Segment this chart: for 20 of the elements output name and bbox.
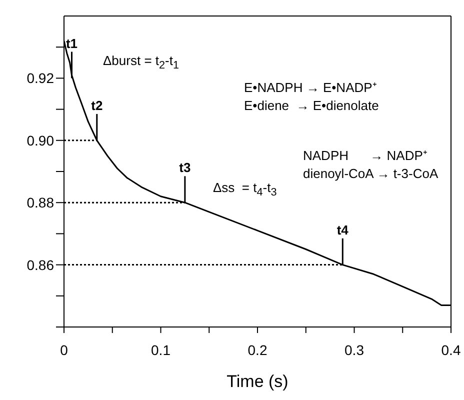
x-axis-title: Time (s)	[226, 372, 288, 391]
x-tick-label: 0.2	[248, 342, 268, 358]
annotation: NADPH → NADP⁺	[303, 147, 427, 164]
annotation: t3	[179, 160, 191, 176]
annotation: t2	[91, 98, 103, 113]
y-tick-label: 0.86	[26, 256, 54, 273]
annotation: Δss = t$_{4}$-t$_{3}$	[213, 180, 277, 199]
y-tick-label: 0.90	[26, 132, 54, 148]
y-tick-label: 0.88	[26, 194, 54, 211]
x-tick-label: 0.1	[151, 342, 171, 358]
x-tick-label: 0.3	[344, 342, 364, 358]
annotation: t4	[336, 222, 350, 238]
annotation: t1	[66, 36, 78, 51]
y-tick-label: 0.92	[26, 70, 54, 86]
x-tick-label: 0	[60, 342, 68, 358]
annotation: dienoyl-CoA → t-3-CoA	[303, 166, 438, 181]
annotation: E•NADPH → E•NADP⁺	[244, 79, 376, 96]
annotation: Δburst = t$_{2}$-t$_{1}$	[103, 53, 180, 72]
annotation: E•diene → E•dienolate	[244, 98, 379, 113]
x-tick-label: 0.4	[441, 342, 461, 358]
